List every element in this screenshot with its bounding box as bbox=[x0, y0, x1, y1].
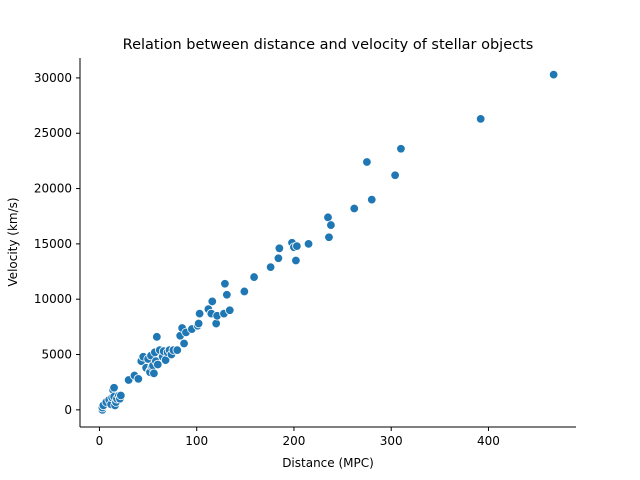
data-point bbox=[225, 305, 235, 315]
x-tick-label: 100 bbox=[185, 434, 208, 448]
data-point bbox=[265, 262, 276, 272]
data-point bbox=[367, 194, 377, 205]
data-point bbox=[273, 253, 284, 263]
data-point bbox=[211, 318, 221, 329]
data-point bbox=[291, 255, 301, 266]
data-point bbox=[249, 272, 259, 282]
data-point bbox=[292, 241, 302, 251]
x-tick-label: 400 bbox=[477, 434, 500, 448]
data-point bbox=[194, 308, 205, 319]
axes-spines bbox=[79, 58, 576, 428]
data-point bbox=[153, 359, 163, 370]
data-point bbox=[274, 243, 285, 254]
data-point bbox=[207, 296, 217, 307]
y-axis-label: Velocity (km/s) bbox=[6, 197, 20, 286]
data-point bbox=[179, 338, 189, 349]
data-point bbox=[323, 212, 333, 223]
data-point bbox=[548, 69, 559, 80]
y-tick-label: 30000 bbox=[34, 71, 72, 85]
y-tick-label: 20000 bbox=[34, 182, 72, 196]
chart-title: Relation between distance and velocity o… bbox=[123, 37, 534, 53]
y-tick-label: 0 bbox=[64, 403, 72, 417]
y-tick-label: 10000 bbox=[34, 292, 72, 306]
data-point bbox=[349, 203, 359, 214]
data-points bbox=[97, 69, 559, 415]
data-point bbox=[193, 318, 204, 329]
data-point bbox=[172, 345, 182, 355]
data-point bbox=[116, 390, 126, 401]
data-point bbox=[396, 144, 406, 154]
y-tick-label: 15000 bbox=[34, 237, 72, 251]
x-axis-ticks: 0 100 200 300 400 bbox=[96, 427, 500, 448]
data-point bbox=[303, 239, 314, 249]
data-point bbox=[222, 290, 232, 300]
data-point bbox=[152, 332, 162, 342]
y-axis-ticks: 0 5000 10000 15000 20000 25000 30000 bbox=[34, 71, 80, 417]
data-point bbox=[390, 170, 400, 180]
x-tick-label: 200 bbox=[283, 434, 306, 448]
data-point bbox=[239, 286, 250, 297]
data-point bbox=[133, 374, 144, 384]
data-point bbox=[326, 220, 336, 230]
x-axis-label: Distance (MPC) bbox=[282, 456, 374, 470]
x-tick-label: 300 bbox=[380, 434, 403, 448]
data-point bbox=[220, 279, 230, 289]
data-point bbox=[109, 383, 119, 393]
data-point bbox=[475, 114, 486, 124]
data-point bbox=[362, 157, 372, 167]
x-tick-label: 0 bbox=[96, 434, 104, 448]
data-point bbox=[149, 368, 159, 379]
y-tick-label: 25000 bbox=[34, 126, 72, 140]
y-tick-label: 5000 bbox=[41, 348, 72, 362]
data-point bbox=[324, 232, 334, 242]
